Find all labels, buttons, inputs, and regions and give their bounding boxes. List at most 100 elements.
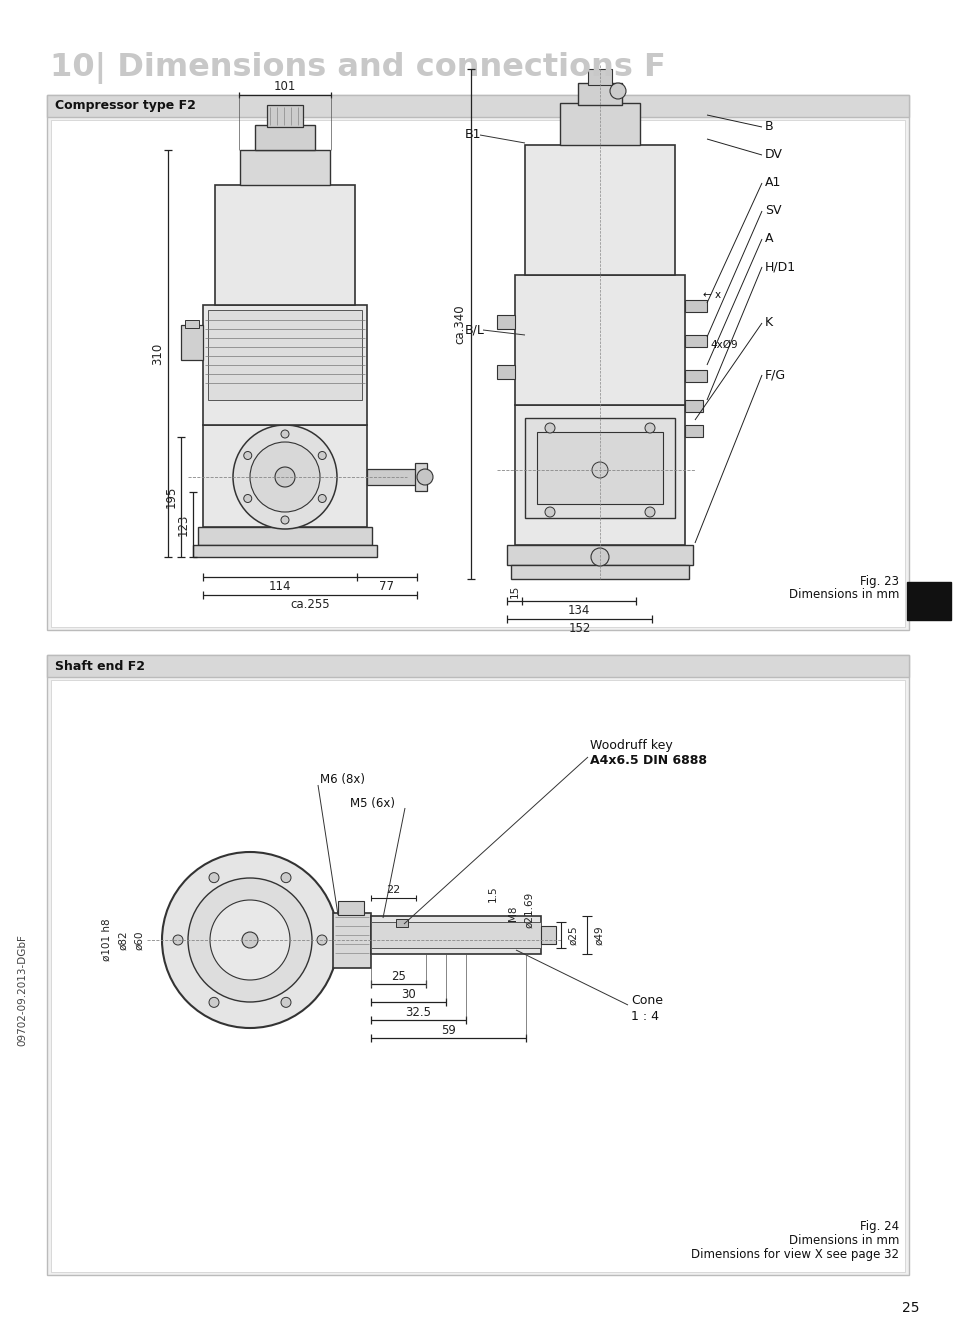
Bar [506,545,692,565]
Bar [371,916,540,953]
Circle shape [209,873,219,882]
Text: A: A [764,233,773,245]
Text: ø101 h8: ø101 h8 [102,919,112,961]
Bar [906,582,950,620]
Bar [684,400,702,412]
Bar [203,305,367,424]
Text: Cone: Cone [630,994,662,1007]
Bar [47,95,908,116]
Circle shape [644,423,655,432]
Text: ca.340: ca.340 [453,304,466,344]
Bar [51,680,904,1272]
Text: Dimensions in mm: Dimensions in mm [788,588,898,601]
Text: DV: DV [764,149,782,162]
Bar [578,83,621,104]
Text: A1: A1 [764,177,781,190]
Circle shape [250,442,319,511]
Bar [267,104,303,127]
Circle shape [590,548,608,566]
Text: K: K [764,316,772,329]
Text: 123: 123 [176,513,190,536]
Text: M5 (6x): M5 (6x) [350,797,395,810]
Bar [684,424,702,437]
Text: Woodruff key: Woodruff key [589,739,672,751]
Text: B/L: B/L [464,324,484,336]
Text: 310: 310 [152,343,164,364]
Text: ø25: ø25 [567,925,578,945]
Bar [540,927,556,944]
Text: 134: 134 [567,604,590,617]
Circle shape [244,494,252,502]
Text: A4x6.5 DIN 6888: A4x6.5 DIN 6888 [589,754,706,767]
Circle shape [318,494,326,502]
Bar [524,418,675,518]
Bar [511,565,688,578]
Circle shape [281,873,291,882]
Text: 1 : 4: 1 : 4 [630,1010,659,1023]
Text: ← x: ← x [702,291,720,300]
Text: 195: 195 [164,486,177,509]
Text: 32.5: 32.5 [405,1006,431,1019]
Text: F/G: F/G [764,368,785,382]
Bar [181,325,203,360]
Circle shape [316,935,327,945]
Bar [214,185,355,305]
Bar [333,913,371,968]
Text: 1.5: 1.5 [488,885,497,902]
Text: Fig. 23: Fig. 23 [859,574,898,588]
Text: B1: B1 [464,129,481,142]
Bar [47,95,908,631]
Bar [587,70,612,84]
Bar [203,424,367,528]
Text: 114: 114 [269,581,291,593]
Text: Shaft end F2: Shaft end F2 [55,660,145,672]
Text: M8: M8 [507,905,517,921]
Text: GB: GB [917,595,939,608]
Text: 59: 59 [440,1023,456,1036]
Text: 15: 15 [510,584,519,597]
Text: H/D1: H/D1 [764,261,796,273]
Circle shape [244,451,252,459]
Bar [515,274,684,404]
Circle shape [242,932,257,948]
Circle shape [209,998,219,1007]
Bar [193,545,376,557]
Circle shape [644,507,655,517]
Bar [47,655,908,1275]
Circle shape [416,469,433,485]
Circle shape [162,852,337,1028]
Bar [684,300,706,312]
Text: 30: 30 [400,987,416,1000]
Bar [524,145,675,274]
Bar [240,150,330,185]
Text: SV: SV [764,205,781,217]
Text: 152: 152 [568,623,590,636]
Text: Dimensions for view X see page 32: Dimensions for view X see page 32 [690,1248,898,1261]
Text: 25: 25 [902,1302,919,1315]
Text: 77: 77 [379,581,395,593]
Text: ø60: ø60 [133,931,144,949]
Text: 10| Dimensions and connections F: 10| Dimensions and connections F [50,52,665,84]
Polygon shape [500,923,540,948]
Text: Compressor type F2: Compressor type F2 [55,99,195,112]
Text: M6 (8x): M6 (8x) [319,774,365,786]
Circle shape [210,900,290,980]
Bar [51,121,904,627]
Text: ø21.69: ø21.69 [523,892,534,928]
Circle shape [233,424,336,529]
Bar [198,528,372,545]
Text: 4xØ9: 4xØ9 [709,340,737,349]
Text: ca.255: ca.255 [290,599,330,612]
Circle shape [609,83,625,99]
Bar [254,125,314,150]
Text: B: B [764,121,773,134]
Circle shape [274,467,294,487]
Circle shape [281,998,291,1007]
Circle shape [172,935,183,945]
Bar [515,404,684,545]
Text: 25: 25 [391,969,406,983]
Bar [208,311,361,400]
Bar [497,315,515,329]
Bar [497,366,515,379]
Text: Fig. 24: Fig. 24 [859,1220,898,1233]
